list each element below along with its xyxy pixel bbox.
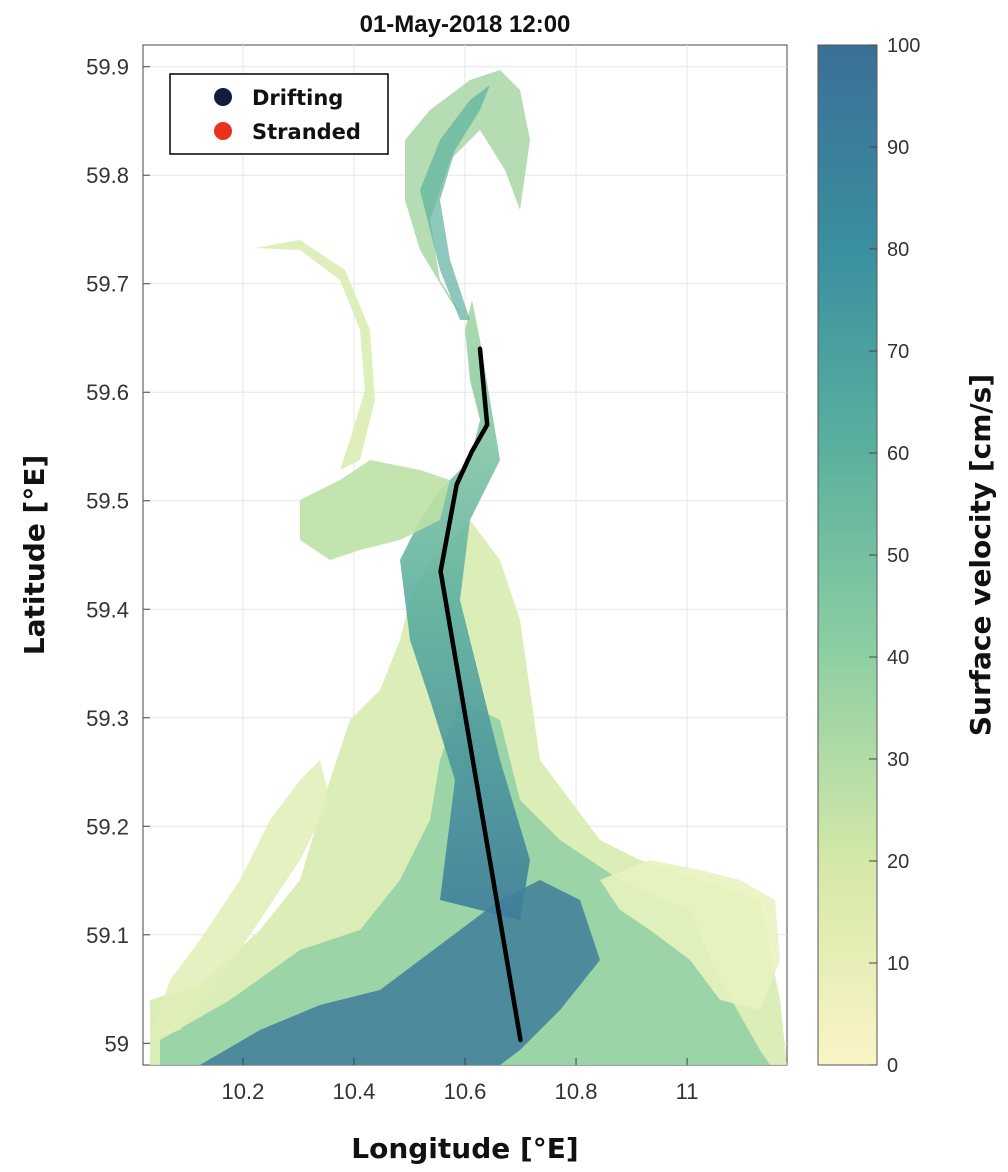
legend: Drifting Stranded <box>169 73 389 155</box>
colorbar-tick-label: 70 <box>887 341 909 363</box>
y-ticks: 59 59.1 59.2 59.3 59.4 59.5 59.6 59.7 59.8 59.9 <box>86 55 150 1056</box>
colorbar-tick-label: 80 <box>887 239 909 261</box>
northern-fjord <box>405 70 530 320</box>
chart-title: 01-May-2018 12:00 <box>360 11 571 38</box>
colorbar-ticks: 0 10 20 30 40 50 60 70 80 90 100 <box>869 35 920 1077</box>
y-tick-label: 59.2 <box>86 814 129 839</box>
x-tick-label: 10.2 <box>222 1079 265 1104</box>
y-tick-label: 59.8 <box>86 163 129 188</box>
y-tick-label: 59.1 <box>86 923 129 948</box>
colorbar-scale <box>817 44 878 1066</box>
x-ticks: 10.2 10.4 10.6 10.8 11 <box>222 1058 699 1104</box>
legend-label-stranded: Stranded <box>252 120 361 144</box>
legend-box <box>169 73 389 155</box>
y-tick-label: 59.9 <box>86 55 129 80</box>
northern-channel <box>420 85 490 320</box>
x-axis-title: Longitude [°E] <box>351 1132 578 1165</box>
main-channel <box>400 300 530 920</box>
legend-label-drifting: Drifting <box>252 86 343 110</box>
colorbar-title: Surface velocity [cm/s] <box>964 374 997 736</box>
y-tick-label: 59.4 <box>86 597 129 622</box>
colorbar-tick-label: 50 <box>887 545 909 567</box>
colorbar-tick-label: 30 <box>887 749 909 771</box>
drift-track <box>438 346 523 1043</box>
colorbar-tick-label: 0 <box>887 1055 898 1077</box>
western-shoals <box>150 760 330 1040</box>
x-tick-label: 10.4 <box>333 1079 376 1104</box>
legend-marker-drifting <box>214 88 232 106</box>
colorbar-tick-label: 100 <box>887 35 920 57</box>
y-axis-title: Latitude [°E] <box>18 455 51 656</box>
eastern-shoals <box>600 860 780 1010</box>
colorbar-tick-label: 20 <box>887 851 909 873</box>
colorbar-tick-label: 90 <box>887 137 909 159</box>
colorbar-tick-label: 10 <box>887 953 909 975</box>
colorbar-tick-label: 60 <box>887 443 909 465</box>
x-tick-label: 10.6 <box>444 1079 487 1104</box>
y-tick-label: 59.5 <box>86 489 129 514</box>
western-branch <box>300 460 450 560</box>
y-tick-label: 59.6 <box>86 380 129 405</box>
x-tick-label: 10.8 <box>555 1079 598 1104</box>
legend-marker-stranded <box>214 122 232 140</box>
western-arm <box>255 240 375 470</box>
y-tick-label: 59.3 <box>86 706 129 731</box>
y-tick-label: 59 <box>105 1031 129 1056</box>
colorbar-tick-label: 40 <box>887 647 909 669</box>
x-tick-label: 11 <box>676 1079 699 1104</box>
colorbar: 0 10 20 30 40 50 60 70 80 90 100 Surface velocity … <box>817 35 997 1077</box>
y-tick-label: 59.7 <box>86 272 129 297</box>
